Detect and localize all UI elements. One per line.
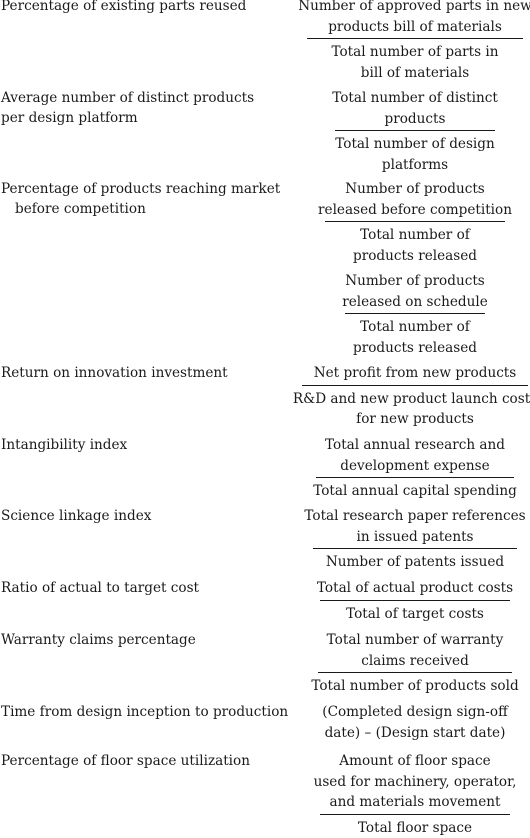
denominator: Total number of products sold [309, 673, 520, 697]
denominator-line: R&D and new product launch costs [293, 389, 530, 410]
metric-label: Average number of distinct products per … [1, 88, 266, 128]
denominator: Total number of products released [351, 222, 479, 266]
denominator-line: products released [353, 338, 477, 359]
denominator-line: bill of materials [331, 63, 498, 84]
numerator-line: Amount of floor space [314, 751, 517, 772]
numerator: Number of products released on schedule [340, 271, 490, 313]
metric-label-line: before competition [1, 199, 266, 219]
metric-label-line: Average number of distinct products [1, 88, 266, 108]
numerator-line: Number of approved parts in new [298, 0, 530, 17]
metric-label: Return on innovation investment [1, 363, 266, 383]
metric-label-line: Time from design inception to production [1, 702, 266, 722]
denominator: Total number of products released [351, 314, 479, 358]
denominator-line: for new products [293, 409, 530, 430]
metric-formula: Number of approved parts in new products… [300, 0, 530, 83]
numerator-line: Total of actual product costs [317, 578, 513, 599]
denominator: R&D and new product launch costs for new… [291, 386, 530, 430]
fraction: Total of actual product costs Total of t… [300, 578, 530, 624]
denominator-line: Number of patents issued [326, 552, 504, 573]
metric-formula: (Completed design sign-off date) – (Desi… [300, 702, 530, 743]
denominator-line: Total number of design [335, 134, 494, 155]
metric-label-line: Percentage of products reaching market [1, 179, 266, 199]
denominator: Number of patents issued [324, 549, 506, 573]
metric-label: Ratio of actual to target cost [1, 578, 266, 598]
numerator: Total number of distinct products [330, 88, 500, 130]
denominator-line: Total floor space [358, 818, 472, 838]
numerator-line: Total research paper references [304, 506, 525, 527]
fraction: Total number of distinct products Total … [300, 88, 530, 175]
denominator: Total floor space [356, 815, 474, 838]
numerator-line: Number of products [342, 271, 488, 292]
denominator-line: platforms [335, 155, 494, 176]
numerator-line: Net profit from new products [314, 363, 517, 384]
numerator-line: Total number of distinct [332, 88, 498, 109]
formula-line: date) – (Design start date) [300, 723, 530, 744]
numerator-line: development expense [325, 456, 505, 477]
numerator-line: released on schedule [342, 292, 488, 313]
fraction: Net profit from new products R&D and new… [300, 363, 530, 430]
numerator-line: claims received [327, 651, 504, 672]
fraction: Total research paper references in issue… [300, 506, 530, 573]
metric-formula: Total of actual product costs Total of t… [300, 578, 530, 624]
fraction: Total annual research and development ex… [300, 435, 530, 502]
metric-label: Warranty claims percentage [1, 630, 266, 650]
metric-formula: Amount of floor space used for machinery… [300, 751, 530, 838]
denominator-line: Total number of products sold [311, 676, 518, 697]
denominator: Total annual capital spending [311, 478, 519, 502]
denominator: Total number of parts in bill of materia… [329, 39, 500, 83]
numerator-line: released before competition [318, 200, 512, 221]
denominator-line: products released [353, 246, 477, 267]
metric-label-line: Return on innovation investment [1, 363, 266, 383]
numerator: Total number of warranty claims received [325, 630, 506, 672]
numerator: Total of actual product costs [315, 578, 515, 600]
denominator: Total number of design platforms [333, 131, 496, 175]
metric-label: Science linkage index [1, 506, 266, 526]
metric-label-line: Intangibility index [1, 435, 266, 455]
numerator-line: Total annual research and [325, 435, 505, 456]
metric-formula: Number of products released before compe… [300, 179, 530, 266]
numerator-line: products [332, 109, 498, 130]
metric-formula: Net profit from new products R&D and new… [300, 363, 530, 430]
numerator-line: and materials movement [314, 792, 517, 813]
metric-label: Percentage of floor space utilization [1, 751, 266, 771]
denominator-line: Total number of [353, 317, 477, 338]
numerator: Net profit from new products [312, 363, 519, 385]
metric-label-line: Warranty claims percentage [1, 630, 266, 650]
numerator-line: Total number of warranty [327, 630, 504, 651]
metric-label: Percentage of products reaching market b… [1, 179, 266, 219]
metric-label: Percentage of existing parts reused [1, 0, 266, 16]
denominator-line: Total number of [353, 225, 477, 246]
metric-label-line: Percentage of floor space utilization [1, 751, 266, 771]
numerator-line: in issued patents [304, 527, 525, 548]
numerator: Total annual research and development ex… [323, 435, 507, 477]
denominator-line: Total annual capital spending [313, 481, 517, 502]
denominator: Total of target costs [344, 601, 486, 625]
metric-label-line: per design platform [1, 108, 266, 128]
fraction: Number of approved parts in new products… [300, 0, 530, 83]
metric-formula: Total number of warranty claims received… [300, 630, 530, 697]
metric-formula: Total number of distinct products Total … [300, 88, 530, 175]
numerator: Amount of floor space used for machinery… [312, 751, 519, 814]
denominator-line: Total number of parts in [331, 42, 498, 63]
metric-formula: Total research paper references in issue… [300, 506, 530, 573]
fraction: Number of products released before compe… [300, 179, 530, 266]
metric-label-line: Science linkage index [1, 506, 266, 526]
metric-formula: Total annual research and development ex… [300, 435, 530, 502]
metric-label: Time from design inception to production [1, 702, 266, 722]
metric-label-line: Ratio of actual to target cost [1, 578, 266, 598]
metric-label-line: Percentage of existing parts reused [1, 0, 266, 16]
fraction: Number of products released on schedule … [300, 271, 530, 358]
numerator-line: products bill of materials [298, 17, 530, 38]
metric-formula: Number of products released on schedule … [300, 271, 530, 358]
formula-line: (Completed design sign-off [300, 702, 530, 723]
numerator-line: used for machinery, operator, [314, 772, 517, 793]
numerator-line: Number of products [318, 179, 512, 200]
numerator: Total research paper references in issue… [302, 506, 527, 548]
numerator: Number of products released before compe… [316, 179, 514, 221]
fraction: Amount of floor space used for machinery… [300, 751, 530, 838]
denominator-line: Total of target costs [346, 604, 484, 625]
fraction: Total number of warranty claims received… [300, 630, 530, 697]
metric-label: Intangibility index [1, 435, 266, 455]
numerator: Number of approved parts in new products… [296, 0, 530, 38]
